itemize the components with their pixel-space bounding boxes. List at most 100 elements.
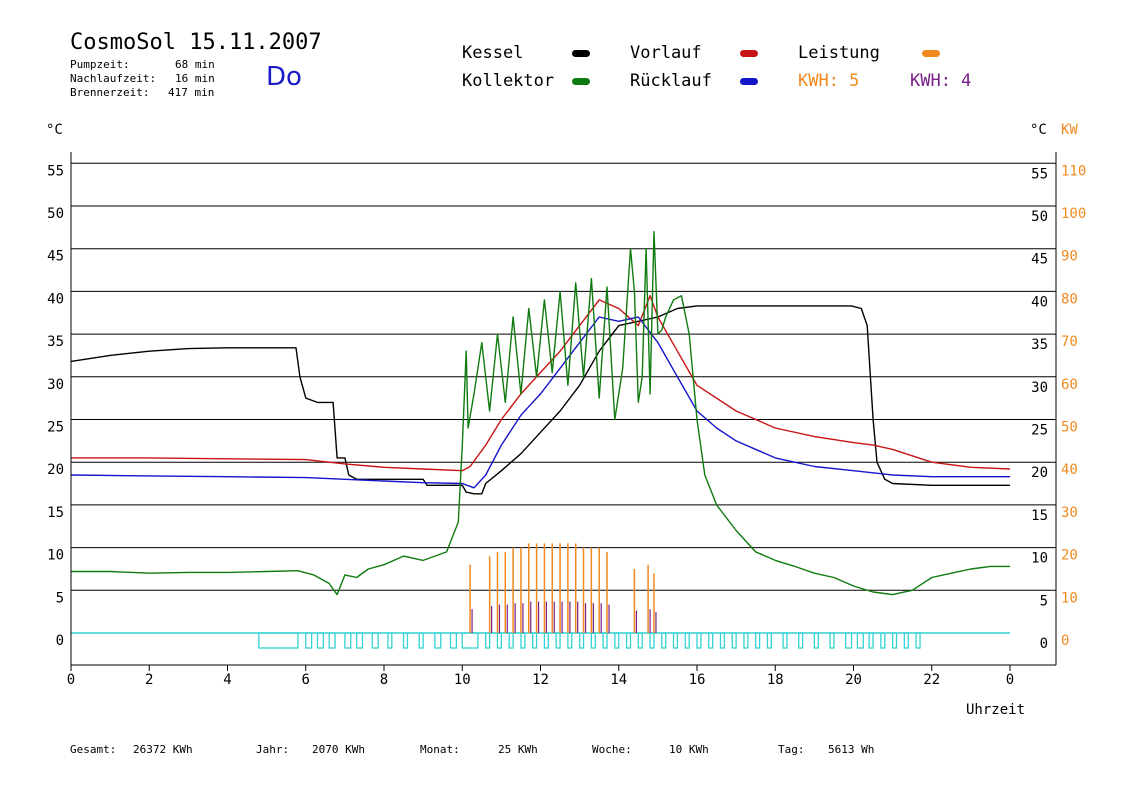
grid-lines (71, 162, 1056, 591)
pump-segment (731, 632, 737, 649)
pump-segment (755, 632, 761, 649)
pump-segment (590, 632, 596, 649)
pump-segment (766, 632, 772, 649)
y2-tick-label: 100 (1061, 206, 1086, 222)
pump-segment (532, 632, 538, 649)
y-tick-label-left: 35 (47, 334, 64, 350)
footer-woche-value: 10 KWh (669, 743, 709, 756)
legend-kessel-label: Kessel (462, 43, 524, 63)
legend-vorlauf-swatch (740, 50, 758, 57)
pump-segment (743, 632, 749, 649)
y2-tick-label: 50 (1061, 420, 1078, 436)
pump-segment (434, 632, 442, 649)
legend-kessel-swatch (572, 50, 590, 57)
legend-kollektor-swatch (572, 78, 590, 85)
footer-jahr-label: Jahr: (256, 743, 290, 756)
x-tick-label: 6 (302, 672, 310, 688)
pump-segment (508, 632, 514, 649)
x-tick-label: 8 (380, 672, 388, 688)
y-tick-label-right: 20 (1031, 465, 1048, 481)
pump-segment (543, 632, 549, 649)
pump-segment (637, 632, 643, 649)
pump-segment (485, 632, 491, 649)
y-tick-label-right: 55 (1031, 166, 1048, 182)
y-tick-label-left: 30 (47, 377, 64, 393)
legend-leistung-label: Leistung (798, 43, 880, 63)
y-tick-label-right: 10 (1031, 551, 1048, 567)
pumpzeit-label: Pumpzeit: (70, 58, 130, 71)
y-tick-label-left: 10 (47, 548, 64, 564)
y-axis-right-unit: °C (1030, 122, 1047, 138)
y-tick-label-left: 45 (47, 249, 64, 265)
y2-tick-label: 30 (1061, 505, 1078, 521)
pump-segment (696, 632, 702, 649)
x-tick-label: 2 (145, 672, 153, 688)
brennerzeit-label: Brennerzeit: (70, 86, 150, 99)
y-tick-label-left: 15 (47, 505, 64, 521)
pump-segment (461, 632, 479, 649)
y-tick-label-right: 45 (1031, 252, 1048, 268)
pump-segment (856, 632, 864, 649)
pump-segment (418, 632, 424, 649)
y-tick-label-left: 55 (47, 163, 64, 179)
y-tick-label-left: 5 (56, 590, 64, 606)
y-tick-label-left: 0 (56, 633, 64, 649)
y2-tick-label: 40 (1061, 462, 1078, 478)
series-line-kollektor (71, 230, 1010, 596)
pump-segment (402, 632, 409, 649)
y-tick-label-right: 50 (1031, 209, 1048, 225)
pump-segment (555, 632, 561, 649)
pump-segment (567, 632, 573, 649)
y2-tick-label: 90 (1061, 249, 1078, 265)
pump-segment (614, 632, 620, 649)
y-tick-label-right: 25 (1031, 423, 1048, 439)
footer-monat-value: 25 KWh (498, 743, 538, 756)
y2-tick-label: 0 (1061, 633, 1069, 649)
pump-segment (371, 632, 379, 649)
pump-segment (387, 632, 393, 649)
footer-gesamt-value: 26372 KWh (133, 743, 193, 756)
nachlaufzeit-label: Nachlaufzeit: (70, 72, 157, 85)
legend-vorlauf-label: Vorlauf (630, 43, 702, 63)
pump-segment (344, 632, 352, 649)
pump-segment (845, 632, 853, 649)
pump-segment (684, 632, 690, 649)
y-tick-label-right: 30 (1031, 380, 1048, 396)
y-tick-label-left: 20 (47, 462, 64, 478)
pump-segment (602, 632, 608, 649)
pump-segment (625, 632, 632, 649)
y2-tick-label: 70 (1061, 334, 1078, 350)
pump-segment (829, 632, 835, 649)
x-tick-label: 0 (67, 672, 75, 688)
y-tick-label-right: 35 (1031, 337, 1048, 353)
pump-segment (328, 632, 336, 649)
legend-kwh-secondary: KWH: 4 (910, 71, 972, 91)
footer-jahr-value: 2070 KWh (312, 743, 365, 756)
legend-ruecklauf-swatch (740, 78, 758, 85)
footer-woche-label: Woche: (592, 743, 632, 756)
page-title: CosmoSol 15.11.2007 (70, 30, 322, 55)
x-tick-label: 12 (532, 672, 549, 688)
legend-kollektor-label: Kollektor (462, 71, 555, 91)
pump-segment (449, 632, 458, 649)
pump-segment (880, 632, 886, 649)
y-tick-label-left: 25 (47, 420, 64, 436)
pump-segment (355, 632, 364, 649)
y-tick-label-right: 15 (1031, 508, 1048, 524)
footer-monat-label: Monat: (420, 743, 460, 756)
series-line-ruecklauf (70, 316, 1010, 489)
pump-segment (782, 632, 788, 649)
x-tick-label: 16 (689, 672, 706, 688)
series-lines (70, 230, 1011, 596)
x-tick-label: 18 (767, 672, 784, 688)
y-tick-label-right: 0 (1040, 636, 1048, 652)
weekday-label: Do (266, 62, 302, 92)
x-axis-label: Uhrzeit (966, 702, 1026, 718)
pumpzeit-value: 68 min (175, 58, 215, 71)
pump-segment (520, 632, 526, 649)
pump-segment (868, 632, 874, 649)
pump-segment (891, 632, 898, 649)
legend-kwh-total: KWH: 5 (798, 71, 860, 91)
